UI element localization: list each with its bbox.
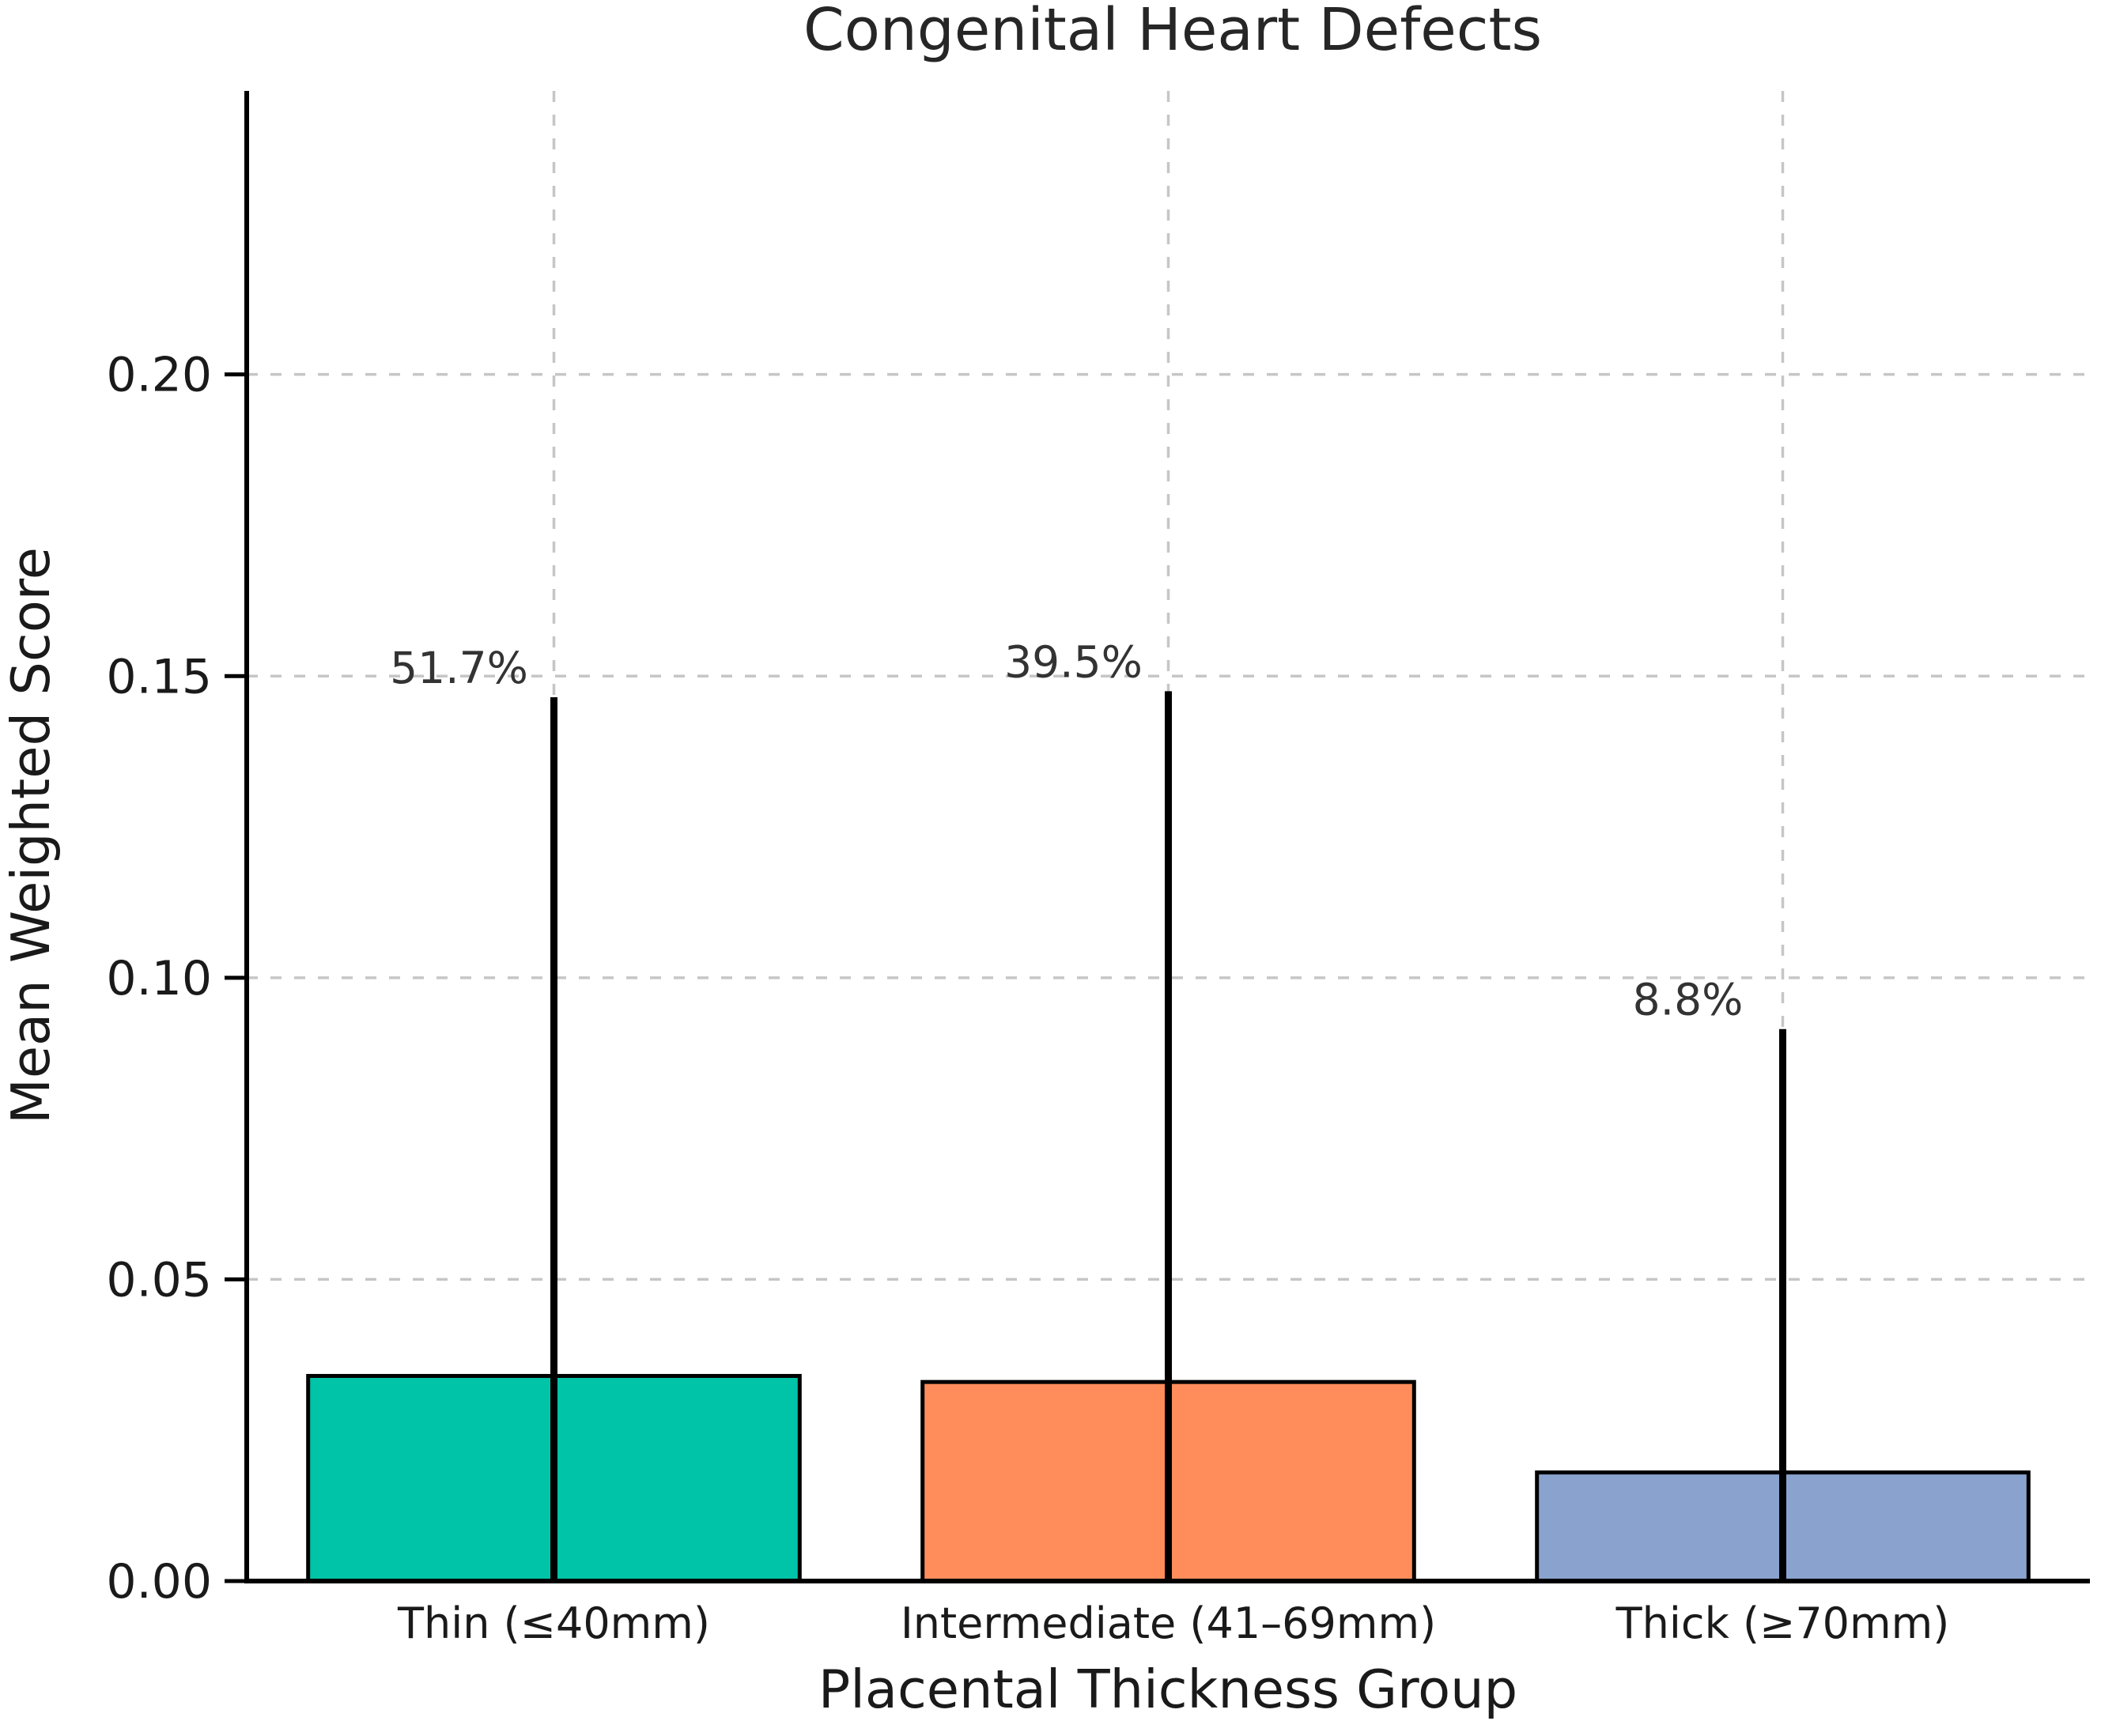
y-tick-label: 0.10	[106, 951, 212, 1006]
y-axis-label: Mean Weighted Score	[0, 547, 62, 1124]
y-tick-label: 0.15	[106, 649, 212, 704]
chart-title: Congenital Heart Defects	[803, 0, 1542, 64]
error-bars-layer	[550, 691, 1786, 1581]
x-tick-label: Intermediate (41–69mm)	[901, 1598, 1436, 1648]
percent-annotation-2: 39.5%	[1004, 636, 1143, 687]
y-tick-label: 0.20	[106, 348, 212, 403]
x-axis-label: Placental Thickness Group	[818, 1659, 1517, 1720]
y-tick-label: 0.05	[106, 1252, 212, 1308]
text-layer: Congenital Heart Defects Placental Thick…	[0, 0, 1542, 1720]
percent-annotation-1: 51.7%	[390, 643, 528, 693]
axes-layer	[244, 91, 2090, 1583]
x-tick-label: Thick (≥70mm)	[1615, 1598, 1950, 1648]
percent-annotation-3: 8.8%	[1633, 975, 1744, 1025]
annotations-layer: 51.7% 39.5% 8.8%	[390, 636, 1743, 1025]
ticks-layer: 0.00 0.05 0.10 0.15 0.20 Thin (≤40mm) Intermed…	[106, 348, 1949, 1648]
x-tick-label: Thin (≤40mm)	[397, 1598, 710, 1648]
y-tick-label: 0.00	[106, 1554, 212, 1610]
